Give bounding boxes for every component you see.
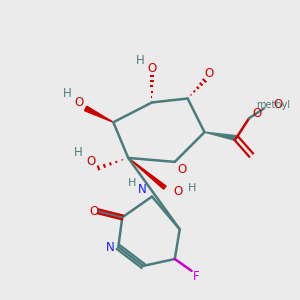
Text: O: O: [173, 185, 182, 198]
Text: methyl: methyl: [256, 100, 290, 110]
Text: N: N: [106, 241, 115, 254]
Text: O: O: [177, 163, 186, 176]
Text: H: H: [136, 54, 145, 67]
Text: O: O: [74, 96, 83, 109]
Polygon shape: [85, 106, 113, 122]
Text: O: O: [205, 67, 214, 80]
Text: O: O: [86, 155, 95, 168]
Polygon shape: [205, 132, 237, 140]
Text: O: O: [147, 62, 157, 75]
Text: O: O: [274, 98, 283, 111]
Text: O: O: [252, 107, 262, 120]
Text: F: F: [193, 270, 200, 283]
Text: H: H: [74, 146, 83, 160]
Text: N: N: [138, 183, 146, 196]
Text: H: H: [188, 183, 196, 193]
Text: H: H: [62, 87, 71, 100]
Text: O: O: [89, 205, 98, 218]
Polygon shape: [128, 158, 166, 189]
Text: H: H: [128, 178, 136, 188]
